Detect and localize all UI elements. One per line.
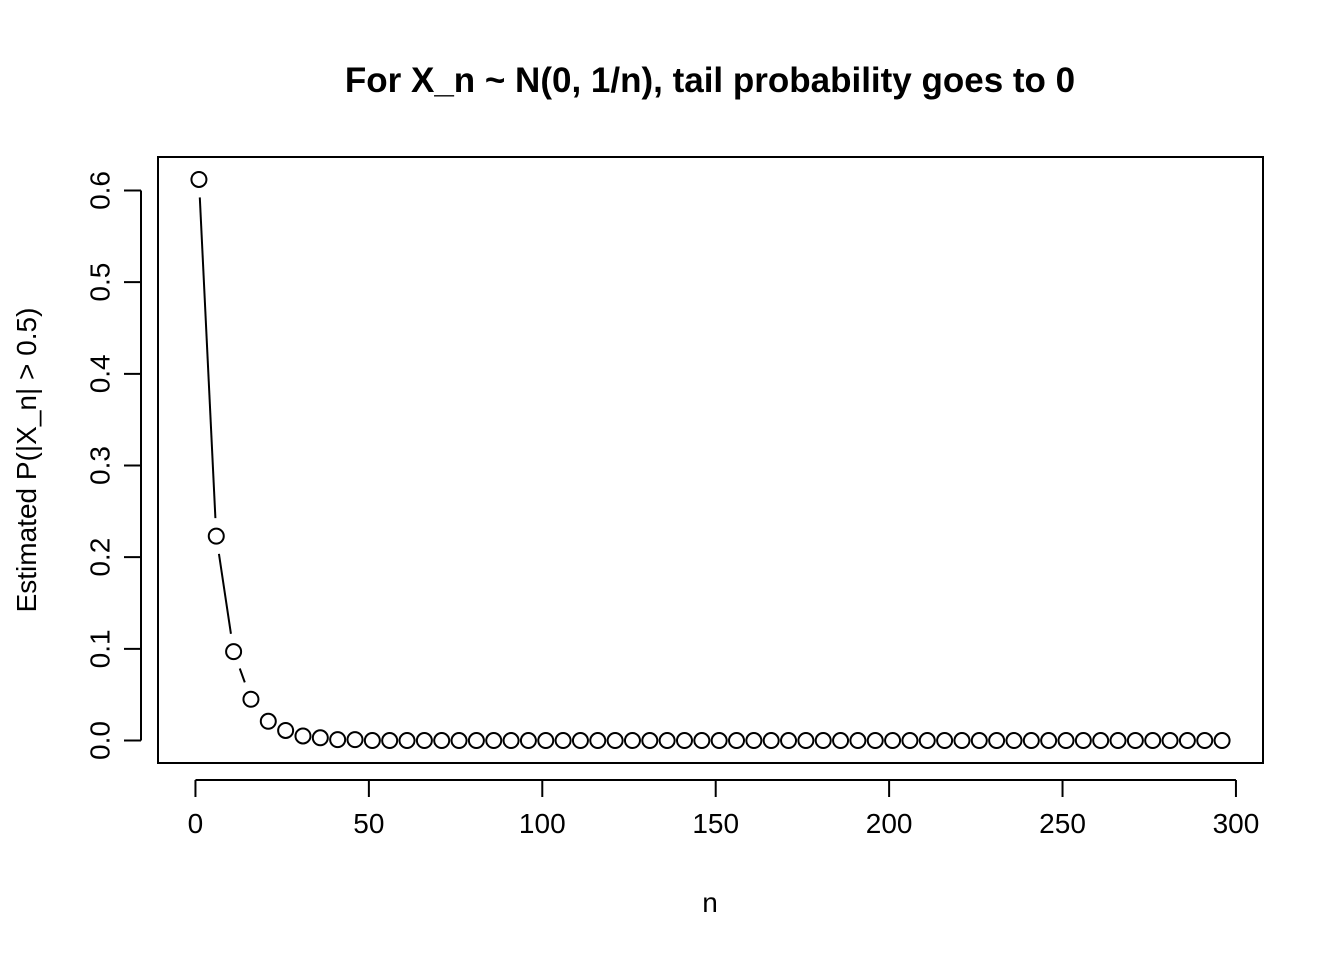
point — [329, 731, 347, 749]
point — [606, 732, 624, 750]
x-tick-label: 0 — [188, 808, 204, 839]
point — [554, 732, 572, 750]
point — [537, 732, 555, 750]
point — [571, 732, 589, 750]
point — [797, 732, 815, 750]
point — [884, 732, 902, 750]
point — [988, 732, 1006, 750]
x-axis-label: n — [702, 887, 718, 918]
plot-frame — [157, 156, 1264, 764]
x-tick-label: 50 — [353, 808, 384, 839]
line-segment — [217, 553, 232, 634]
point — [1161, 732, 1179, 750]
point — [1109, 732, 1127, 750]
y-tick-label: 0.4 — [84, 354, 115, 393]
point — [918, 732, 936, 750]
point — [1144, 732, 1162, 750]
point — [970, 732, 988, 750]
y-tick-label: 0.0 — [84, 721, 115, 760]
point — [294, 727, 312, 745]
point — [849, 732, 867, 750]
point — [1040, 732, 1058, 750]
point — [814, 732, 832, 750]
point — [710, 732, 728, 750]
point — [1196, 732, 1214, 750]
point — [1074, 732, 1092, 750]
point — [519, 732, 537, 750]
point — [745, 732, 763, 750]
point — [190, 170, 208, 188]
point — [866, 732, 884, 750]
y-tick-label: 0.3 — [84, 446, 115, 485]
point — [693, 732, 711, 750]
x-tick-label: 200 — [866, 808, 913, 839]
y-tick-label: 0.5 — [84, 263, 115, 302]
point — [277, 721, 295, 739]
x-tick-label: 150 — [692, 808, 739, 839]
point — [415, 732, 433, 750]
x-tick-label: 300 — [1213, 808, 1260, 839]
point — [1126, 732, 1144, 750]
point — [433, 732, 451, 750]
point — [1178, 732, 1196, 750]
point — [641, 732, 659, 750]
point — [832, 732, 850, 750]
y-axis-label: Estimated P(|X_n| > 0.5) — [11, 308, 42, 613]
point — [675, 732, 693, 750]
point — [1213, 732, 1231, 750]
point — [398, 732, 416, 750]
point — [450, 732, 468, 750]
point — [901, 732, 919, 750]
line-segment — [238, 668, 246, 683]
point — [623, 732, 641, 750]
point — [207, 527, 225, 545]
point — [259, 712, 277, 730]
point — [1057, 732, 1075, 750]
point — [502, 732, 520, 750]
y-tick-label: 0.2 — [84, 538, 115, 577]
point — [225, 643, 243, 661]
point — [381, 732, 399, 750]
point — [467, 732, 485, 750]
line-segment — [198, 197, 217, 519]
x-tick-label: 250 — [1039, 808, 1086, 839]
point — [346, 731, 364, 749]
point — [658, 732, 676, 750]
point — [1022, 732, 1040, 750]
point — [311, 729, 329, 747]
point — [589, 732, 607, 750]
point — [728, 732, 746, 750]
point — [1092, 732, 1110, 750]
point — [242, 690, 260, 708]
point — [485, 732, 503, 750]
point — [780, 732, 798, 750]
y-tick-label: 0.1 — [84, 629, 115, 668]
x-tick-label: 100 — [519, 808, 566, 839]
chart-title: For X_n ~ N(0, 1/n), tail probability go… — [345, 61, 1075, 100]
point — [936, 732, 954, 750]
point — [953, 732, 971, 750]
y-tick-label: 0.6 — [84, 171, 115, 210]
point — [363, 732, 381, 750]
point — [762, 732, 780, 750]
point — [1005, 732, 1023, 750]
